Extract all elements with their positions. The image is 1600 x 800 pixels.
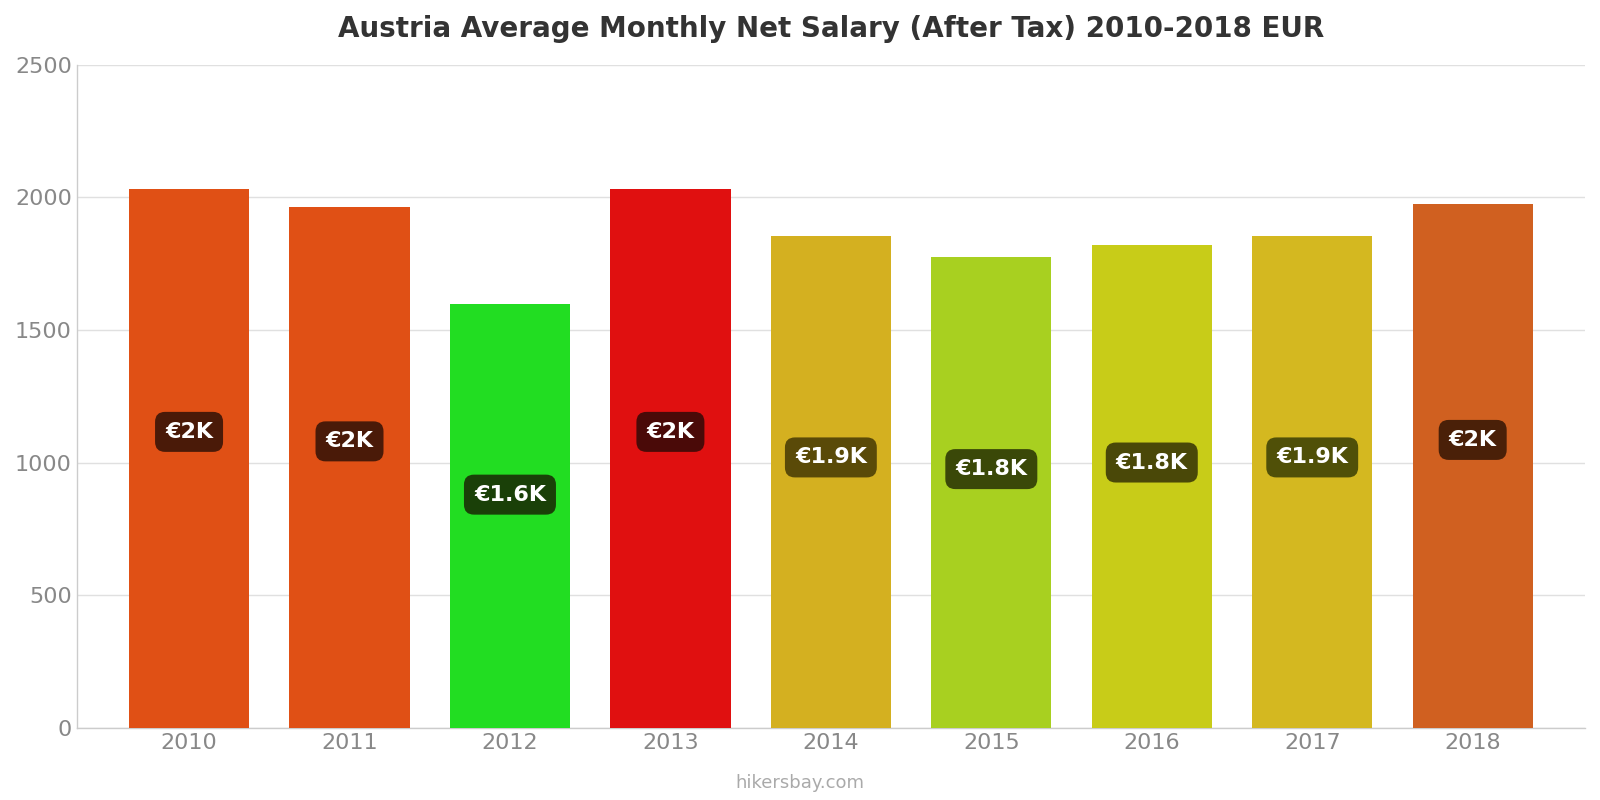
Bar (1091, 246, 1211, 728)
Text: €1.9K: €1.9K (1277, 447, 1349, 467)
Bar (771, 236, 891, 728)
Text: €1.8K: €1.8K (1115, 453, 1187, 473)
Text: €2K: €2K (165, 422, 213, 442)
Text: €1.8K: €1.8K (955, 459, 1027, 479)
Bar (130, 190, 250, 728)
Text: €2K: €2K (646, 422, 694, 442)
Bar (610, 190, 731, 728)
Text: hikersbay.com: hikersbay.com (736, 774, 864, 792)
Bar (1253, 236, 1373, 728)
Bar (931, 257, 1051, 728)
Bar (450, 303, 570, 728)
Bar (1413, 204, 1533, 728)
Text: €2K: €2K (325, 431, 373, 451)
Title: Austria Average Monthly Net Salary (After Tax) 2010-2018 EUR: Austria Average Monthly Net Salary (Afte… (338, 15, 1323, 43)
Text: €1.9K: €1.9K (795, 447, 867, 467)
Bar (290, 206, 410, 728)
Text: €2K: €2K (1448, 430, 1496, 450)
Text: €1.6K: €1.6K (474, 485, 546, 505)
